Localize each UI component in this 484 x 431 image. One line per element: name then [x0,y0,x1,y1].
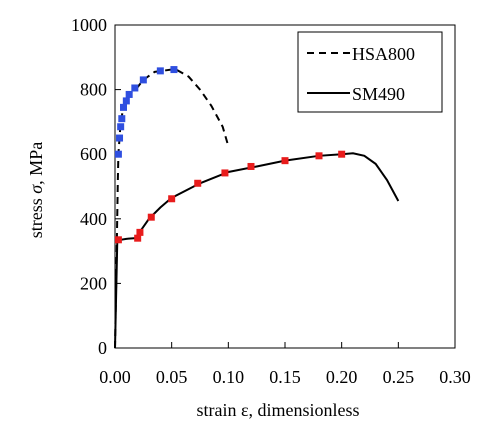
data-point-hsa800 [131,84,139,92]
data-point-sm490 [315,152,323,160]
y-tick-label: 800 [80,80,107,100]
legend: HSA800 SM490 [297,31,443,113]
data-point-hsa800 [170,66,178,74]
x-tick-label: 0.10 [213,367,245,387]
data-point-hsa800 [118,115,126,123]
data-point-sm490 [338,150,346,158]
x-tick-label: 0.30 [439,367,471,387]
marker-layer [114,66,346,244]
data-point-sm490 [168,195,176,203]
data-point-hsa800 [114,150,122,158]
data-point-hsa800 [125,90,133,98]
legend-label-sm490: SM490 [352,84,405,104]
y-axis-title-prefix: stress [26,194,46,239]
data-point-hsa800 [120,103,127,111]
y-tick-label: 200 [80,273,107,293]
data-point-sm490 [114,236,122,244]
legend-label-hsa800: HSA800 [352,44,415,64]
data-point-hsa800 [122,97,130,105]
data-point-sm490 [281,157,289,165]
series-line-hsa800 [114,68,230,349]
x-tick-label: 0.15 [269,367,301,387]
x-tick-label: 0.20 [326,367,358,387]
data-point-hsa800 [117,123,125,131]
y-tick-label: 400 [80,209,107,229]
x-axis-title: strain ε, dimensionless [196,400,359,420]
data-point-sm490 [247,162,255,170]
data-point-hsa800 [116,134,124,142]
legend-box [297,31,443,113]
y-axis-title: stress σ, MPa [26,142,46,238]
x-tick-label: 0.25 [383,367,415,387]
data-point-sm490 [147,213,155,221]
data-point-sm490 [221,169,229,177]
series-line-sm490 [114,152,400,349]
data-point-hsa800 [156,67,164,75]
y-axis-title-symbol: σ [26,184,46,194]
y-tick-label: 600 [80,144,107,164]
x-tick-label: 0.00 [99,367,131,387]
y-tick-label: 0 [98,338,107,358]
data-point-sm490 [194,179,202,187]
axis-ticks: 0.00 0.05 0.10 0.15 0.20 0.25 0.30 0 200 400 600 80… [71,15,471,387]
data-point-sm490 [134,234,142,242]
data-point-sm490 [136,228,144,236]
y-axis-title-suffix: , MPa [26,142,46,185]
data-point-hsa800 [139,76,147,84]
x-tick-label: 0.05 [156,367,188,387]
y-tick-label: 1000 [71,15,107,35]
